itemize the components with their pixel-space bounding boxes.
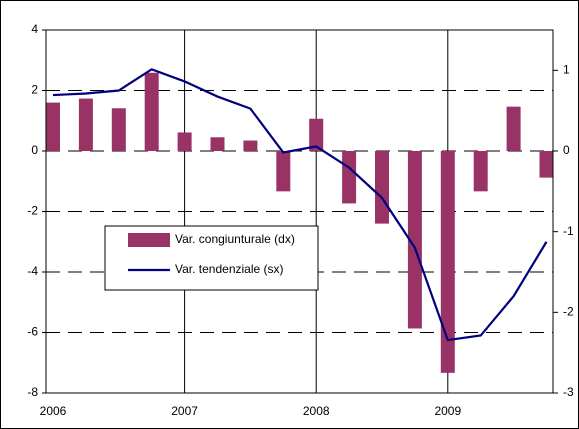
x-tick-label: 2009	[434, 404, 461, 418]
bar	[46, 102, 60, 151]
legend-label: Var. congiunturale (dx)	[175, 232, 295, 246]
bar	[473, 151, 488, 192]
y2-tick-label: 1	[563, 63, 570, 77]
bar	[243, 140, 258, 151]
line	[52, 68, 548, 342]
x-tick-label: 2008	[303, 404, 330, 418]
bar	[276, 151, 291, 192]
y-tick-label: 0	[31, 143, 38, 157]
bar	[111, 108, 126, 151]
y-tick-label: 4	[31, 22, 38, 36]
bar	[440, 151, 455, 373]
bar	[78, 98, 93, 151]
bar	[309, 118, 324, 151]
x-tick-label: 2006	[40, 404, 67, 418]
y2-tick-label: 0	[563, 143, 570, 157]
bar	[144, 72, 159, 151]
x-tick-label: 2007	[171, 404, 198, 418]
bar	[506, 106, 521, 151]
y-tick-label: -2	[27, 204, 38, 218]
y-tick-label: -8	[27, 385, 38, 399]
bar	[375, 151, 389, 224]
y2-tick-label: -1	[563, 224, 574, 238]
y2-tick-label: -2	[563, 305, 574, 319]
y-tick-label: -4	[27, 264, 38, 278]
legend-label: Var. tendenziale (sx)	[175, 262, 284, 276]
legend-swatch	[128, 233, 170, 247]
y2-tick-label: -3	[563, 385, 574, 399]
bar	[342, 151, 357, 204]
bar	[177, 132, 192, 151]
plot-frame	[45, 29, 554, 394]
y-tick-label: -6	[27, 325, 38, 339]
bar	[407, 151, 422, 329]
y-tick-label: 2	[31, 83, 38, 97]
bar	[210, 137, 225, 151]
bar	[539, 151, 554, 178]
